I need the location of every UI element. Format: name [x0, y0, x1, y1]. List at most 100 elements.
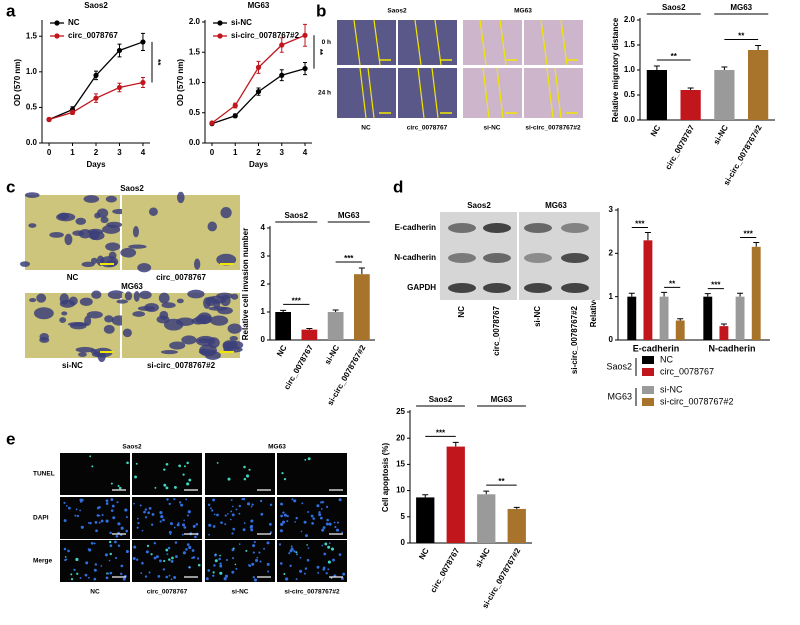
- error-bar: [753, 242, 760, 247]
- nucleus: [283, 572, 286, 576]
- nucleus: [238, 512, 241, 515]
- nucleus: [107, 572, 110, 575]
- nucleus: [213, 513, 216, 516]
- nucleus: [340, 576, 344, 580]
- x-tick-label: NC: [275, 343, 289, 358]
- nucleus: [219, 571, 223, 575]
- nucleus: [227, 477, 231, 481]
- nucleus: [285, 577, 289, 581]
- cell-cluster: [28, 223, 37, 228]
- x-tick-label: N-cadherin: [708, 343, 755, 353]
- error-bar: [644, 232, 651, 241]
- nucleus: [134, 475, 137, 479]
- legend-swatch: [642, 398, 654, 406]
- bar: [719, 326, 729, 340]
- y-tick-label: 0: [261, 335, 266, 344]
- nucleus: [327, 568, 330, 571]
- fluorescence-image: [205, 497, 275, 539]
- nucleus: [259, 499, 263, 503]
- cell-cluster: [90, 348, 98, 354]
- nucleus: [76, 514, 80, 518]
- blot-band: [524, 283, 552, 293]
- nucleus: [192, 556, 196, 559]
- nucleus: [176, 523, 180, 527]
- nucleus: [133, 502, 135, 505]
- nucleus: [207, 569, 211, 572]
- nucleus: [299, 569, 303, 573]
- nucleus: [163, 483, 167, 487]
- significance-label: **: [738, 32, 745, 41]
- nucleus: [139, 504, 142, 507]
- nucleus: [154, 486, 157, 489]
- nucleus: [289, 564, 292, 567]
- nucleus: [269, 531, 273, 534]
- series-line: [211, 67, 306, 125]
- group-label: Saos2: [429, 395, 453, 404]
- cell-cluster: [106, 221, 123, 228]
- fluorescence-image: [132, 540, 202, 582]
- nucleus: [216, 462, 219, 464]
- nucleus: [192, 524, 196, 528]
- cell-cluster: [216, 292, 233, 300]
- nucleus: [174, 541, 178, 544]
- legend-label: si-circ_0078767#2: [231, 31, 300, 40]
- nucleus: [94, 520, 98, 524]
- nucleus: [301, 502, 304, 505]
- nucleus: [322, 566, 326, 570]
- nucleus: [117, 484, 120, 487]
- nucleus: [243, 522, 246, 525]
- error-bar: [661, 291, 668, 297]
- nucleus: [100, 519, 104, 523]
- nucleus: [64, 556, 67, 558]
- nucleus: [251, 562, 255, 566]
- nucleus: [247, 564, 250, 566]
- wound-edge: [482, 67, 490, 119]
- nucleus: [108, 540, 112, 544]
- nucleus: [255, 558, 259, 562]
- nucleus: [98, 505, 101, 509]
- bar: [301, 329, 318, 340]
- nucleus: [183, 526, 187, 529]
- cell-cluster: [128, 244, 147, 249]
- cell-cluster: [210, 315, 229, 326]
- nucleus: [197, 563, 201, 567]
- column-label: si-NC: [62, 361, 83, 370]
- y-tick-label: 2: [261, 279, 266, 288]
- y-tick-label: 0.0: [189, 138, 201, 147]
- data-point: [232, 102, 238, 109]
- nucleus: [295, 578, 298, 581]
- nucleus: [295, 551, 298, 554]
- nucleus: [337, 521, 340, 524]
- cell-cluster: [36, 293, 47, 303]
- blot-band: [524, 223, 552, 233]
- row-label: E-cadherin: [395, 223, 436, 232]
- group-label: Saos2: [122, 444, 142, 451]
- wound-image: [524, 20, 583, 65]
- data-point: [255, 64, 262, 70]
- cell-cluster: [57, 212, 70, 220]
- nucleus: [249, 525, 253, 529]
- legend-swatch: [642, 368, 654, 376]
- x-tick-label: si-NC: [474, 546, 492, 569]
- data-point: [140, 39, 146, 45]
- y-tick-label: 2: [609, 248, 614, 257]
- blot-band: [561, 283, 589, 293]
- significance-label: **: [671, 52, 678, 61]
- nucleus: [104, 553, 108, 557]
- x-tick-label: NC: [649, 123, 663, 138]
- nucleus: [223, 577, 227, 581]
- cell-cluster: [59, 317, 67, 323]
- cell-cluster: [59, 293, 69, 305]
- nucleus: [133, 545, 137, 549]
- nucleus: [70, 573, 73, 576]
- nucleus: [157, 575, 161, 578]
- nucleus: [173, 526, 176, 529]
- nucleus: [231, 513, 235, 517]
- wound-edge: [554, 67, 562, 119]
- row-label: TUNEL: [33, 471, 55, 478]
- y-tick-label: 1: [261, 307, 266, 316]
- nucleus: [91, 465, 94, 468]
- y-tick-label: 1.0: [624, 65, 636, 74]
- nucleus: [110, 509, 114, 512]
- nucleus: [280, 522, 284, 526]
